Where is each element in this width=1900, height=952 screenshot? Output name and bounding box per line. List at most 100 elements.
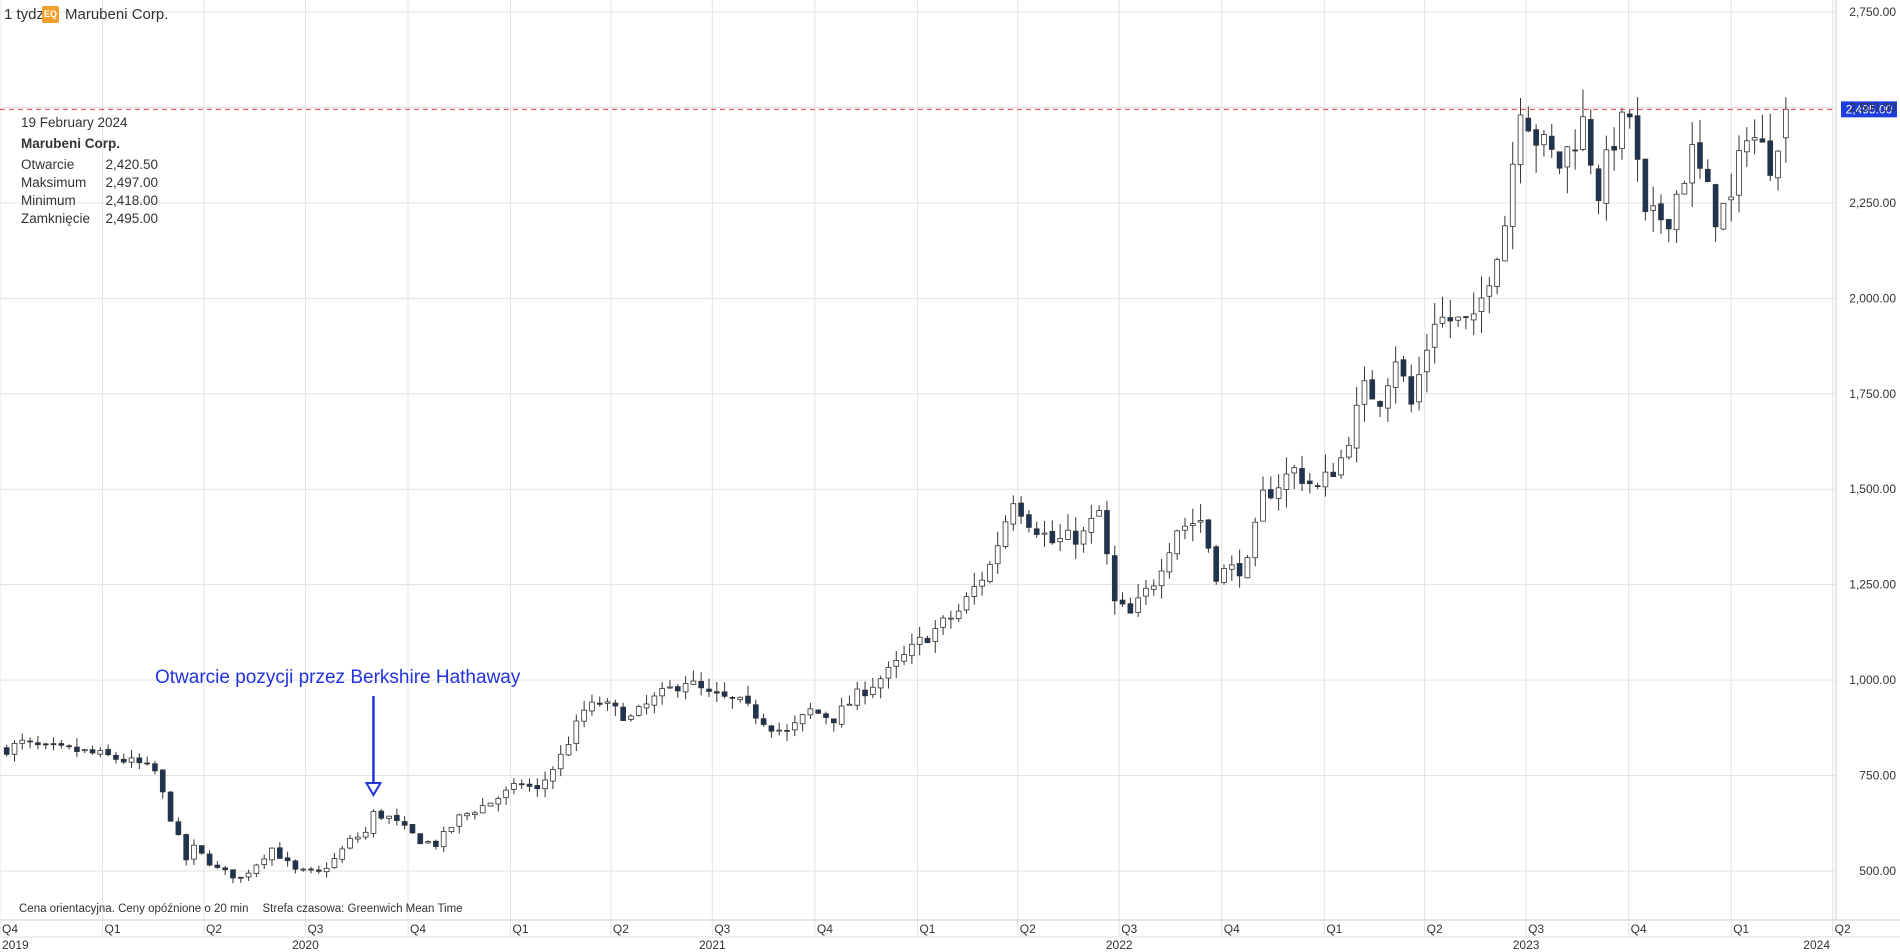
candle-body [448, 826, 455, 833]
candle-body [355, 836, 361, 840]
candle-body [1704, 168, 1711, 182]
candle-body [409, 824, 416, 834]
candle-body [1463, 316, 1469, 319]
candle-body [1385, 385, 1391, 409]
candle-body [1744, 140, 1750, 153]
quarter-tick-label: Q3 [714, 922, 730, 936]
instrument-title: Marubeni Corp. [65, 6, 169, 23]
candle-body [916, 636, 923, 645]
candle-body [1665, 218, 1672, 230]
candle-body [901, 654, 907, 662]
candle-body [1252, 521, 1259, 559]
price-tick-label: 750.00 [1859, 769, 1896, 783]
candle-body [440, 831, 447, 848]
candle-body [237, 876, 244, 879]
candle-body [1158, 570, 1165, 587]
candle-body [643, 703, 650, 709]
candle-body [261, 858, 268, 865]
candle-body [682, 683, 689, 693]
candle-body [877, 678, 884, 689]
candle-body [1065, 529, 1071, 540]
candle-body [971, 586, 978, 597]
candle-body [1189, 523, 1196, 526]
info-label-close: Zamknięcie [21, 211, 91, 226]
candle-body [698, 680, 704, 689]
berkshire-annotation-label: Otwarcie pozycji przez Berkshire Hathawa… [155, 667, 521, 688]
candle-body [948, 617, 954, 620]
chart-header: 1 tydzień EQ Marubeni Corp. [4, 6, 168, 23]
candle-body [308, 868, 314, 871]
candle-body [1689, 144, 1696, 184]
quarter-tick-label: Q2 [1427, 922, 1443, 936]
candle-body [159, 769, 166, 793]
candle-body [74, 746, 80, 752]
price-tick-label: 1,000.00 [1849, 673, 1896, 687]
candle-body [1533, 129, 1539, 146]
candle-body [1681, 183, 1688, 195]
candle-body [1775, 150, 1781, 179]
candle-body [464, 813, 470, 817]
candle-body [1018, 502, 1024, 517]
candle-body [792, 722, 798, 731]
candle-body [1509, 163, 1516, 227]
candle-body [963, 596, 970, 611]
year-tick-label: 2020 [292, 938, 319, 952]
candle-body [1587, 119, 1594, 166]
candle-body [1135, 597, 1141, 613]
candle-body [1447, 317, 1454, 322]
candle-body [1408, 376, 1415, 405]
candle-body [1174, 530, 1180, 555]
time-axis: Q4 Q1 Q2 Q3 Q4 Q1 Q2 Q3 Q4 Q1 Q2 Q3 Q4 Q1 Q2 Q3 Q4 Q1 Q2 20… [0, 919, 1900, 952]
candle-body [1353, 404, 1360, 449]
info-label-open: Otwarcie [21, 157, 75, 172]
candle-body [245, 872, 252, 878]
candle-body [1541, 134, 1547, 146]
candle-body [1205, 519, 1212, 549]
candle-body [1392, 361, 1399, 388]
price-tick-label: 1,250.00 [1849, 578, 1896, 592]
candle-body [1291, 467, 1298, 474]
quarter-tick-label: Q1 [105, 922, 121, 936]
candle-body [659, 688, 665, 697]
candle-body [3, 747, 10, 755]
candle-body [230, 869, 236, 879]
candle-body [987, 563, 993, 583]
candle-body [1104, 510, 1110, 555]
last-price-label: 2,495.00 [1846, 102, 1893, 116]
candle-body [596, 702, 603, 705]
candle-body [635, 706, 642, 716]
price-tick-label: 1,750.00 [1849, 387, 1896, 401]
candle-body [1455, 316, 1461, 321]
candle-body [394, 814, 400, 821]
candle-body [472, 812, 478, 815]
candle-body [1728, 196, 1735, 201]
candle-body [721, 691, 728, 697]
interval-selector[interactable]: 1 tydzień [4, 6, 42, 23]
quarter-tick-label: Q4 [410, 922, 426, 936]
candle-body [1494, 259, 1500, 287]
year-tick-label: 2019 [2, 938, 29, 952]
info-value-open: 2,420.50 [105, 157, 158, 172]
candle-body [542, 779, 548, 790]
quarter-tick-label: Q4 [1631, 922, 1647, 936]
candle-body [737, 696, 744, 701]
annotation-arrow-head [364, 782, 383, 797]
candle-body [550, 768, 556, 782]
candle-body [362, 831, 369, 838]
quarter-tick-label: Q1 [1733, 922, 1749, 936]
candle-body [1322, 471, 1329, 488]
candle-body [1759, 138, 1766, 143]
candle-body [1283, 473, 1290, 490]
info-value-close: 2,495.00 [105, 211, 158, 226]
candle-body [870, 686, 876, 695]
quarter-tick-label: Q3 [307, 922, 323, 936]
candle-body [167, 791, 174, 822]
candle-body [300, 868, 307, 871]
candle-body [1502, 225, 1508, 262]
candle-body [776, 729, 783, 732]
candle-body [198, 845, 205, 854]
chart-overlays: 2,495.00 [0, 101, 1897, 797]
candle-body [175, 821, 182, 836]
ohlc-info-panel: 19 February 2024 Marubeni Corp. Otwarcie… [21, 114, 158, 228]
